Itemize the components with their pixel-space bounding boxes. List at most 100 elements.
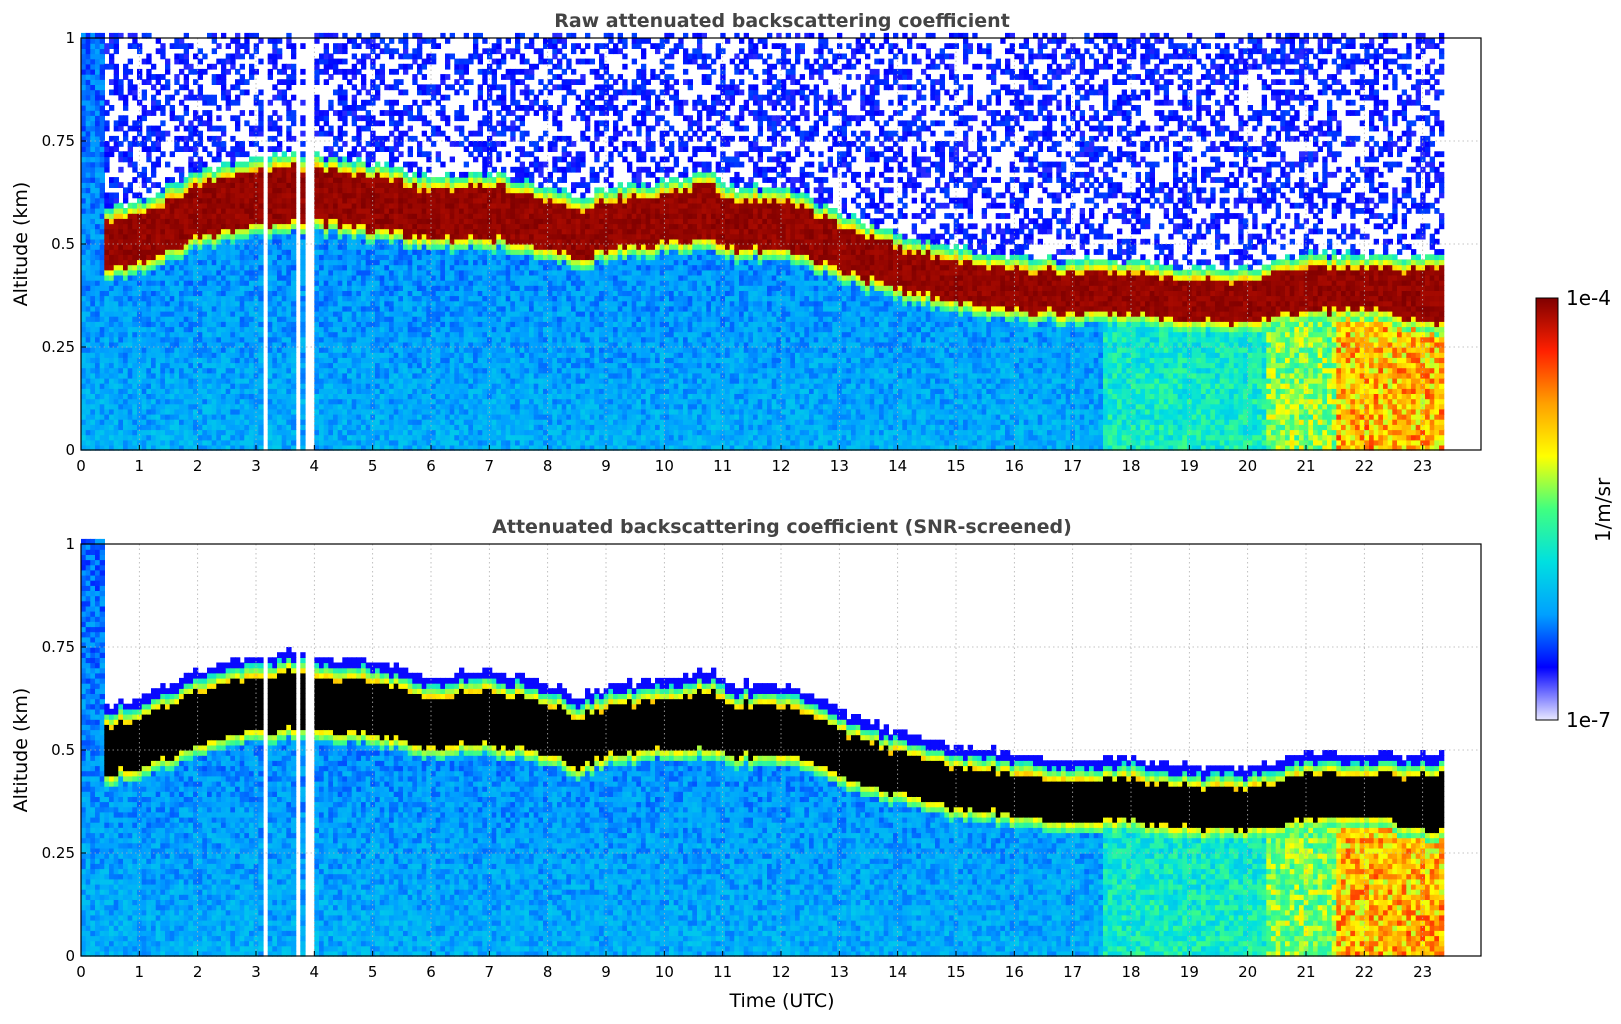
heatmap-cell (142, 306, 147, 312)
heatmap-cell (128, 404, 133, 410)
heatmap-cell (160, 234, 165, 240)
heatmap-cell (160, 280, 165, 286)
heatmap-cell (128, 301, 133, 307)
heatmap-cell (90, 373, 95, 379)
heatmap-cell (109, 151, 114, 157)
heatmap-cell (109, 440, 114, 446)
heatmap-cell (156, 373, 161, 379)
heatmap-cell (118, 203, 123, 209)
heatmap-cell (114, 347, 119, 353)
heatmap-cell (109, 234, 114, 240)
heatmap-cell (100, 440, 105, 446)
heatmap-cell (95, 362, 100, 368)
heatmap-cell (132, 249, 137, 255)
heatmap-cell (160, 435, 165, 441)
heatmap-cell (156, 316, 161, 322)
heatmap-cell (151, 311, 156, 317)
heatmap-cell (95, 43, 100, 49)
heatmap-cell (109, 223, 114, 229)
heatmap-cell (123, 74, 128, 80)
heatmap-cell (109, 409, 114, 415)
heatmap-cell (160, 440, 165, 446)
heatmap-cell (90, 95, 95, 101)
heatmap-cell (142, 373, 147, 379)
heatmap-cell (109, 105, 114, 111)
heatmap-cell (156, 388, 161, 394)
heatmap-cell (118, 368, 123, 374)
heatmap-cell (151, 126, 156, 132)
heatmap-cell (86, 141, 91, 147)
heatmap-cell (146, 409, 151, 415)
heatmap-cell (114, 223, 119, 229)
heatmap-cell (81, 275, 86, 281)
heatmap-cell (81, 172, 86, 178)
heatmap-cell (104, 311, 109, 317)
heatmap-cell (95, 48, 100, 54)
heatmap-cell (142, 357, 147, 363)
heatmap-cell (132, 229, 137, 235)
heatmap-cell (118, 249, 123, 255)
heatmap-cell (100, 368, 105, 374)
heatmap-cell (156, 270, 161, 276)
heatmap-cell (142, 290, 147, 296)
heatmap-cell (95, 177, 100, 183)
heatmap-cell (109, 280, 114, 286)
heatmap-cell (109, 59, 114, 65)
heatmap-cell (146, 275, 151, 281)
heatmap-cell (123, 105, 128, 111)
heatmap-cell (118, 362, 123, 368)
heatmap-cell (118, 244, 123, 250)
heatmap-cell (81, 187, 86, 193)
heatmap-cell (123, 131, 128, 137)
heatmap-cell (114, 301, 119, 307)
heatmap-cell (123, 409, 128, 415)
heatmap-cell (86, 79, 91, 85)
heatmap-cell (118, 440, 123, 446)
heatmap-cell (114, 404, 119, 410)
heatmap-cell (156, 378, 161, 384)
heatmap-cell (81, 332, 86, 338)
heatmap-cell (100, 208, 105, 214)
heatmap-cell (156, 90, 161, 96)
heatmap-cell (100, 254, 105, 260)
heatmap-cell (90, 429, 95, 435)
heatmap-cell (90, 321, 95, 327)
heatmap-cell (151, 290, 156, 296)
heatmap-cell (123, 270, 128, 276)
heatmap-cell (160, 265, 165, 271)
heatmap-cell (146, 198, 151, 204)
heatmap-cell (118, 84, 123, 90)
heatmap-cell (114, 362, 119, 368)
heatmap-cell (123, 440, 128, 446)
heatmap-cell (95, 306, 100, 312)
heatmap-cell (81, 393, 86, 399)
heatmap-cell (128, 342, 133, 348)
heatmap-cell (142, 280, 147, 286)
heatmap-cell (151, 100, 156, 106)
heatmap-cell (151, 249, 156, 255)
heatmap-cell (100, 141, 105, 147)
heatmap-cell (156, 332, 161, 338)
heatmap-cell (100, 59, 105, 65)
heatmap-cell (114, 48, 119, 54)
heatmap-cell (132, 414, 137, 420)
heatmap-cell (114, 388, 119, 394)
heatmap-cell (86, 275, 91, 281)
heatmap-cell (114, 280, 119, 286)
heatmap-cell (137, 368, 142, 374)
heatmap-cell (100, 95, 105, 101)
heatmap-cell (95, 435, 100, 441)
heatmap-cell (95, 424, 100, 430)
heatmap-cell (86, 352, 91, 358)
heatmap-cell (81, 378, 86, 384)
heatmap-cell (81, 48, 86, 54)
heatmap-cell (160, 326, 165, 332)
heatmap-cell (95, 203, 100, 209)
heatmap-cell (95, 198, 100, 204)
heatmap-cell (95, 296, 100, 302)
heatmap-cell (109, 347, 114, 353)
heatmap-cell (160, 316, 165, 322)
heatmap-cell (160, 399, 165, 405)
heatmap-cell (90, 435, 95, 441)
heatmap-cell (132, 409, 137, 415)
